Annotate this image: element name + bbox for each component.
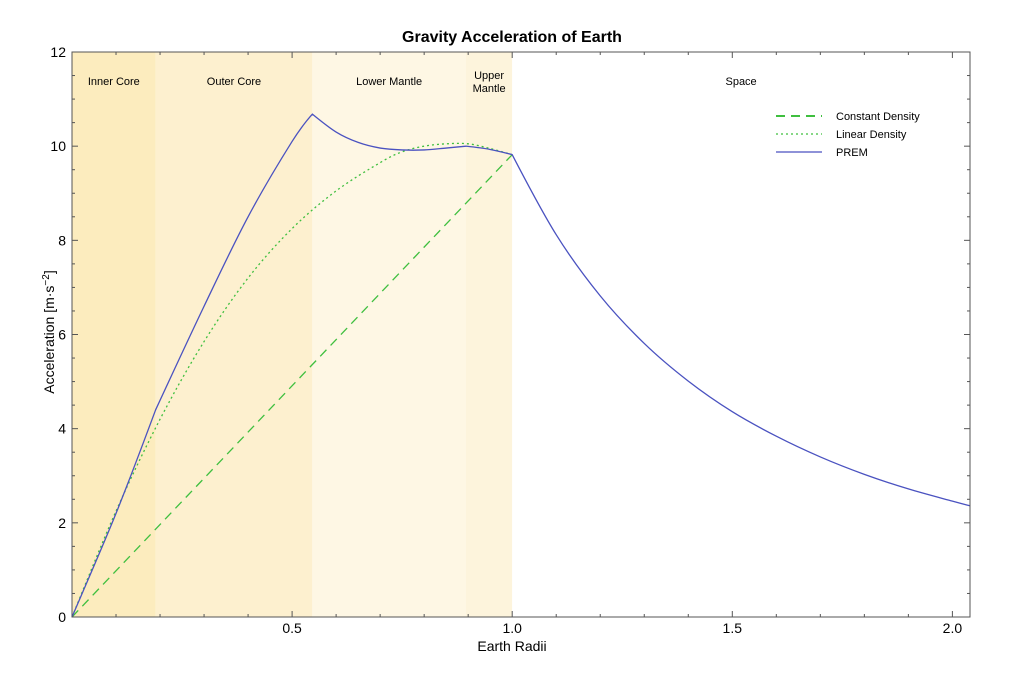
- region-label-line: Space: [725, 76, 756, 88]
- region-band: [155, 52, 313, 617]
- y-axis-label: Acceleration [m·s−2]: [41, 270, 58, 393]
- x-tick-label: 1.0: [502, 620, 522, 636]
- y-tick-label: 10: [50, 138, 66, 154]
- legend-label: PREM: [836, 147, 868, 159]
- series-line-prem: [71, 113, 971, 618]
- region-label-line: Outer Core: [207, 76, 261, 88]
- region-label-line: Mantle: [473, 83, 506, 95]
- series-line-constant-density: [71, 154, 513, 618]
- y-tick-label: 0: [58, 609, 66, 625]
- region-band: [312, 52, 466, 617]
- y-axis-label-close: ]: [41, 270, 57, 274]
- legend: Constant Density Linear Density PREM: [776, 111, 920, 159]
- region-label-line: Lower Mantle: [356, 76, 422, 88]
- region-label: Lower Mantle: [356, 76, 422, 88]
- region-label-line: Upper: [474, 70, 504, 82]
- legend-label: Constant Density: [836, 111, 920, 123]
- legend-label: Linear Density: [836, 129, 907, 141]
- y-axis-label-exponent: −2: [41, 274, 52, 286]
- y-tick-label: 2: [58, 515, 66, 531]
- x-axis-label: Earth Radii: [477, 638, 546, 654]
- x-tick-label: 1.5: [723, 620, 743, 636]
- y-axis-label-base: Acceleration [m·s: [41, 286, 57, 394]
- region-labels: Inner Core Outer Core Lower Mantle Upper Man…: [88, 70, 757, 95]
- series-layer: [71, 113, 971, 618]
- region-band: [72, 52, 156, 617]
- region-label: Inner Core: [88, 76, 140, 88]
- region-backgrounds: [72, 52, 970, 617]
- y-tick-label: 6: [58, 327, 66, 343]
- series-line-linear-density: [71, 142, 513, 618]
- chart-title: Gravity Acceleration of Earth: [402, 29, 622, 46]
- region-label: Upper Mantle: [473, 70, 506, 95]
- region-label-line: Inner Core: [88, 76, 140, 88]
- region-band: [512, 52, 970, 617]
- x-tick-label: 2.0: [943, 620, 963, 636]
- y-tick-label: 12: [50, 44, 66, 60]
- y-tick-label: 8: [58, 232, 66, 248]
- x-tick-label: 0.5: [282, 620, 302, 636]
- region-label: Space: [725, 76, 756, 88]
- region-band: [465, 52, 513, 617]
- axis-ticks: 0 2 4 6 8 10 12 0.5 1.0 1.5 2.0: [50, 44, 970, 636]
- y-tick-label: 4: [58, 421, 66, 437]
- region-label: Outer Core: [207, 76, 261, 88]
